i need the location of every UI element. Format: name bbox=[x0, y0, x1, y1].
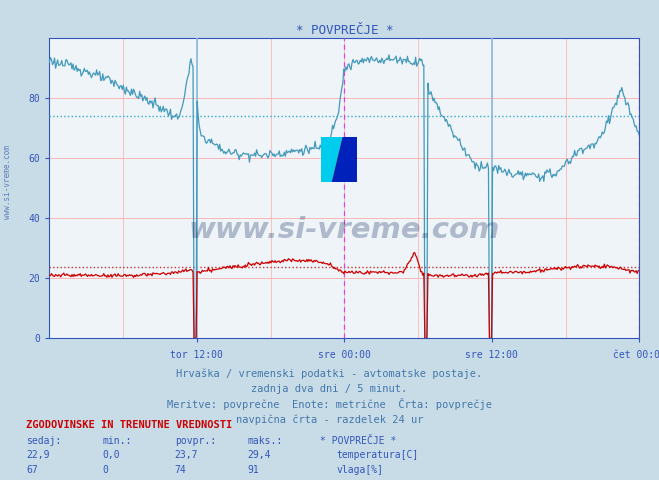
Text: sre 00:00: sre 00:00 bbox=[318, 350, 371, 360]
Text: tor 12:00: tor 12:00 bbox=[171, 350, 223, 360]
Text: 91: 91 bbox=[247, 465, 259, 475]
Polygon shape bbox=[331, 137, 357, 182]
Text: Meritve: povprečne  Enote: metrične  Črta: povprečje: Meritve: povprečne Enote: metrične Črta:… bbox=[167, 397, 492, 409]
Text: 67: 67 bbox=[26, 465, 38, 475]
Text: 23,7: 23,7 bbox=[175, 450, 198, 460]
Text: maks.:: maks.: bbox=[247, 436, 282, 446]
Text: 22,9: 22,9 bbox=[26, 450, 50, 460]
Text: ZGODOVINSKE IN TRENUTNE VREDNOSTI: ZGODOVINSKE IN TRENUTNE VREDNOSTI bbox=[26, 420, 233, 430]
Title: * POVPREČJE *: * POVPREČJE * bbox=[296, 24, 393, 37]
Polygon shape bbox=[321, 137, 343, 182]
Text: Hrvaška / vremenski podatki - avtomatske postaje.: Hrvaška / vremenski podatki - avtomatske… bbox=[177, 368, 482, 379]
Text: vlaga[%]: vlaga[%] bbox=[336, 465, 383, 475]
Text: navpična črta - razdelek 24 ur: navpična črta - razdelek 24 ur bbox=[236, 414, 423, 425]
Text: www.si-vreme.com: www.si-vreme.com bbox=[188, 216, 500, 244]
Text: zadnja dva dni / 5 minut.: zadnja dva dni / 5 minut. bbox=[251, 384, 408, 394]
Text: * POVPREČJE *: * POVPREČJE * bbox=[320, 436, 396, 446]
Text: www.si-vreme.com: www.si-vreme.com bbox=[3, 145, 13, 219]
Text: 0: 0 bbox=[102, 465, 108, 475]
Text: povpr.:: povpr.: bbox=[175, 436, 215, 446]
Text: sre 12:00: sre 12:00 bbox=[465, 350, 518, 360]
Text: min.:: min.: bbox=[102, 436, 132, 446]
Text: temperatura[C]: temperatura[C] bbox=[336, 450, 418, 460]
Text: 29,4: 29,4 bbox=[247, 450, 271, 460]
Text: čet 00:00: čet 00:00 bbox=[613, 350, 659, 360]
Text: 74: 74 bbox=[175, 465, 186, 475]
Text: 0,0: 0,0 bbox=[102, 450, 120, 460]
Text: sedaj:: sedaj: bbox=[26, 436, 61, 446]
